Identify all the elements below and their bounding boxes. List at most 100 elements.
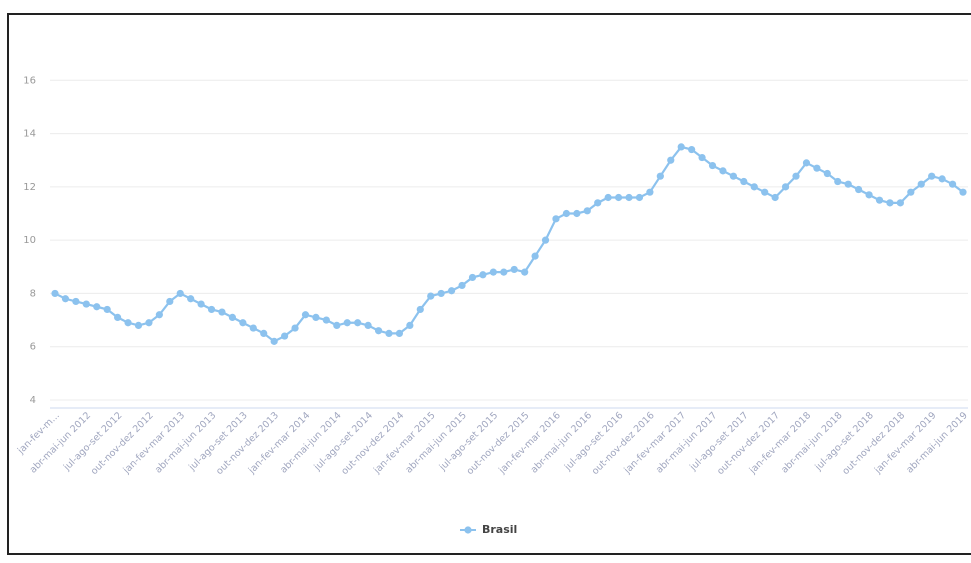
point (928, 172, 936, 180)
point (698, 153, 706, 162)
point (907, 188, 915, 196)
point (917, 180, 925, 188)
y-tick-label: 4 (30, 395, 36, 406)
point (291, 324, 299, 332)
point (896, 199, 904, 207)
point (333, 321, 341, 329)
point (521, 268, 529, 276)
point (427, 292, 435, 300)
point (197, 300, 205, 308)
point (688, 145, 696, 154)
point (228, 313, 237, 322)
point (395, 329, 404, 337)
point (134, 321, 143, 329)
point (865, 191, 873, 199)
point (813, 164, 821, 172)
point (114, 313, 122, 322)
y-tick-label: 12 (23, 182, 36, 193)
point (61, 295, 70, 303)
point (270, 337, 278, 345)
point (322, 316, 330, 324)
y-tick-label: 10 (23, 235, 36, 246)
point (155, 311, 163, 319)
point (886, 199, 894, 207)
point (260, 329, 268, 337)
point (500, 268, 508, 276)
point (792, 172, 800, 180)
point (729, 172, 737, 180)
point (374, 327, 383, 335)
point (740, 177, 748, 186)
point (93, 303, 101, 311)
point (207, 305, 216, 314)
point (479, 271, 487, 279)
frame (7, 13, 971, 555)
point (301, 311, 310, 319)
point (635, 193, 644, 202)
point (343, 319, 351, 327)
point (802, 159, 811, 167)
point (385, 329, 393, 337)
point (406, 321, 414, 329)
point (166, 297, 174, 306)
point (855, 185, 863, 194)
point (959, 188, 967, 196)
point (354, 319, 362, 327)
point (594, 199, 602, 207)
point (312, 313, 320, 322)
point (750, 183, 758, 191)
y-tick-label: 8 (30, 288, 36, 299)
point (489, 268, 497, 276)
point (82, 300, 90, 308)
point (646, 188, 654, 196)
point (510, 265, 518, 274)
point (719, 167, 727, 175)
point (844, 180, 852, 188)
point (51, 289, 59, 298)
point (541, 236, 550, 244)
point (364, 321, 372, 329)
point (583, 207, 591, 215)
point (176, 289, 184, 298)
point (667, 156, 675, 164)
point (187, 295, 195, 303)
point (562, 209, 571, 218)
point (708, 161, 717, 170)
y-tick-label: 14 (23, 129, 36, 140)
point (823, 169, 831, 178)
legend-label: Brasil (482, 523, 517, 536)
point (875, 196, 884, 204)
point (834, 177, 842, 186)
point (771, 193, 779, 202)
point (458, 281, 466, 290)
point (677, 143, 685, 151)
point (124, 319, 132, 327)
point (447, 287, 456, 295)
point (145, 319, 153, 327)
legend-marker (464, 526, 472, 534)
point (781, 183, 790, 191)
point (948, 180, 957, 188)
point (103, 305, 111, 314)
point (552, 215, 560, 223)
point (72, 297, 80, 306)
point (249, 324, 257, 332)
point (239, 319, 247, 327)
point (938, 175, 946, 183)
y-tick-label: 6 (30, 342, 36, 353)
point (416, 305, 424, 314)
series-line (54, 145, 964, 343)
point (573, 209, 581, 218)
point (656, 172, 664, 180)
point (625, 193, 633, 202)
point (761, 188, 769, 196)
point (468, 273, 477, 282)
point (614, 193, 623, 202)
point (531, 252, 539, 260)
point (281, 332, 289, 340)
y-tick-label: 16 (23, 75, 36, 86)
point (218, 308, 226, 316)
point (604, 193, 612, 202)
point (437, 289, 445, 298)
